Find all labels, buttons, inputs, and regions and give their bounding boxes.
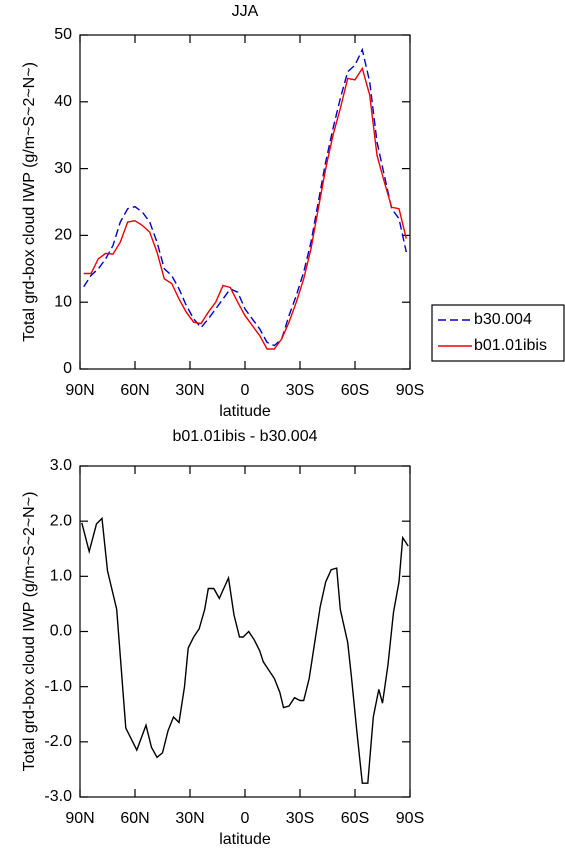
x-axis-label: latitude [219, 831, 271, 848]
y-axis-label: Total grd-box cloud IWP (g/m~S~2~N~) [21, 62, 38, 342]
data-line [83, 66, 407, 350]
y-tick-label: 2.0 [50, 512, 72, 529]
y-tick-label: -1.0 [44, 678, 72, 695]
y-tick-label: 1.0 [50, 568, 72, 585]
y-tick-label: 30 [54, 160, 72, 177]
x-tick-label: 90N [65, 382, 94, 399]
chart-title: b01.01ibis - b30.004 [173, 428, 318, 445]
plot-frame [79, 34, 411, 370]
x-tick-label: 30S [286, 810, 314, 827]
x-tick-label: 30S [286, 382, 314, 399]
y-tick-label: 20 [54, 227, 72, 244]
y-tick-label: 0 [63, 360, 72, 377]
x-tick-label: 60S [341, 810, 369, 827]
data-line [81, 516, 409, 784]
x-tick-label: 90S [396, 382, 424, 399]
y-tick-label: 50 [54, 26, 72, 43]
x-tick-label: 60S [341, 382, 369, 399]
y-tick-label: 10 [54, 293, 72, 310]
x-tick-label: 30N [175, 810, 204, 827]
y-tick-label: -3.0 [44, 788, 72, 805]
plot-frame [79, 465, 411, 798]
y-tick-label: 3.0 [50, 457, 72, 474]
x-tick-label: 60N [120, 382, 149, 399]
y-axis-label: Total grd-box cloud IWP (g/m~S~2~N~) [21, 492, 38, 772]
y-tick-label: 0.0 [50, 623, 72, 640]
x-tick-label: 60N [120, 810, 149, 827]
y-tick-label: -2.0 [44, 733, 72, 750]
y-tick-label: 40 [54, 93, 72, 110]
x-tick-label: 90S [396, 810, 424, 827]
x-tick-label: 90N [65, 810, 94, 827]
x-tick-label: 0 [241, 382, 250, 399]
legend-box [431, 304, 565, 362]
x-axis-label: latitude [219, 403, 271, 420]
legend-label: b01.01ibis [474, 337, 547, 354]
data-line [83, 47, 407, 347]
x-tick-label: 0 [241, 810, 250, 827]
legend-label: b30.004 [474, 311, 532, 328]
x-tick-label: 30N [175, 382, 204, 399]
chart-title: JJA [232, 3, 259, 20]
